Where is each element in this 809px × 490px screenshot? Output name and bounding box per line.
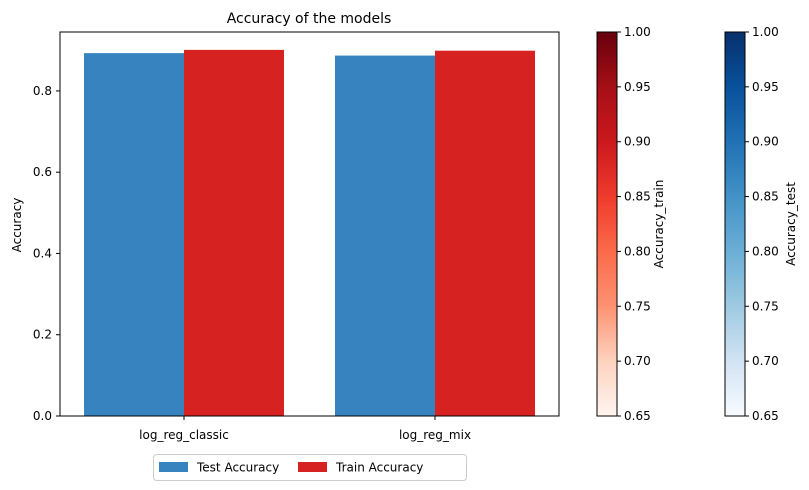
bar-train-accuracy-log_reg_classic [184,49,284,416]
legend-swatch-train-accuracy [298,462,327,472]
plot-frame [59,31,560,417]
colorbar-tick-label: 0.90 [624,135,651,149]
x-tick-label: log_reg_mix [399,428,471,442]
legend-label-train-accuracy: Train Accuracy [335,461,423,475]
y-tick-label: 0.0 [33,409,52,423]
colorbar-tick-label: 0.65 [624,409,651,423]
colorbars: 0.65 0.70 0.75 0.80 0.85 0.90 0.95 1.00 Accuracy… [596,25,798,423]
colorbar-tick-label: 0.90 [752,135,779,149]
colorbar-tick-label: 0.95 [752,80,779,94]
colorbar-tick-label: 0.70 [752,354,779,368]
colorbar-label-accuracy_test: Accuracy_test [784,182,798,266]
colorbar-tick-label: 0.85 [624,190,651,204]
colorbar-tick-label: 0.75 [624,299,651,313]
colorbar-accuracy_train [596,31,618,417]
bar-test-accuracy-log_reg_mix [335,55,435,417]
colorbar-tick-label: 0.80 [624,244,651,258]
y-tick-label: 0.4 [33,246,52,260]
y-tick-label: 0.8 [33,84,52,98]
y-tick-label: 0.2 [33,328,52,342]
y-axis-label: Accuracy [10,198,24,253]
colorbar-tick-label: 0.75 [752,299,779,313]
colorbar-tick-label: 0.70 [624,354,651,368]
chart-title: Accuracy of the models [227,11,392,27]
bar-train-accuracy-log_reg_mix [435,50,535,416]
x-tick-label: log_reg_classic [139,428,229,442]
bar-test-accuracy-log_reg_classic [84,53,184,416]
colorbar-tick-label: 0.80 [752,244,779,258]
legend: Test Accuracy Train Accuracy [153,454,467,481]
y-tick-label: 0.6 [33,165,52,179]
plot-area: 0.0 0.2 0.4 0.6 0.8 log_reg_classic log_reg_mi… [33,31,560,442]
colorbar-tick-label: 0.85 [752,190,779,204]
legend-label-test-accuracy: Test Accuracy [196,461,279,475]
colorbar-tick-label: 0.95 [624,80,651,94]
colorbar-tick-label: 1.00 [624,25,651,39]
colorbar-tick-label: 1.00 [752,25,779,39]
colorbar-tick-label: 0.65 [752,409,779,423]
colorbar-label-accuracy_train: Accuracy_train [652,180,666,269]
legend-swatch-test-accuracy [159,462,188,472]
colorbar-accuracy_test [724,31,746,417]
